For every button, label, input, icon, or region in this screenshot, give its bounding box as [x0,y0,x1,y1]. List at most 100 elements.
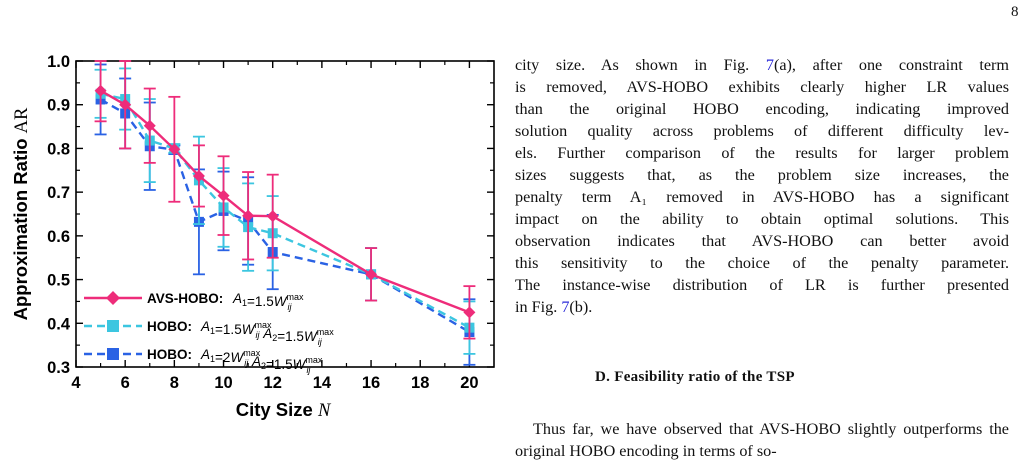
body-line: solution quality across problems of diff… [515,122,1009,140]
approximation-ratio-chart: 4 6 8 10 12 14 16 18 200.30.40.50.60.70.80.91.0 … [10,53,495,421]
legend-marker [106,291,120,305]
formula-num: 5 [266,294,274,309]
formula-sup: max [254,320,272,330]
x-tick-label: 12 [264,374,282,392]
legend-marker [107,348,119,360]
formula-var: A [262,326,272,341]
x-axis-label: City Size N [236,399,332,421]
formula-var: W [274,294,288,309]
formula-var: A [232,291,242,306]
formula-var: W [304,329,318,344]
data-point [217,189,230,202]
body-paragraph-2: Thus far, we have observed that AVS-HOBO… [515,420,1009,460]
figure-reference-link[interactable]: 7 [561,298,570,316]
formula-num: 5 [285,357,293,372]
formula-sup: max [305,355,323,365]
formula-text: = [215,350,223,365]
data-point [143,119,156,132]
body-line: penalty term A₁ removed in AVS-HOBO has … [515,188,1009,206]
y-tick-label: 0.8 [47,140,70,158]
formula-sub: 1 [242,298,247,308]
formula-text: =1. [266,357,285,372]
series-0 [94,60,476,340]
y-tick-label: 0.9 [47,97,70,115]
x-tick-label: 20 [460,374,478,392]
legend-label: HOBO: [147,347,192,362]
y-tick-label: 0.3 [47,359,70,377]
formula-var: W [293,357,307,372]
formula-var: W [230,350,244,365]
formula-num: 5 [296,329,304,344]
body-paragraph-1: city size. As shown in Fig. 7(a), after … [515,54,1009,318]
formula-num: 5 [234,322,242,337]
data-point [119,98,132,111]
formula-sub: ij [318,337,323,347]
legend-formula: A1=1.5Wmax ij A2=1.5Wmax ij [200,319,334,347]
formula-sub: ij [244,358,249,368]
formula-sup: max [243,348,261,358]
body-line: sizes suggests that, as the problem size… [515,166,1009,184]
series-line [100,92,470,329]
legend-label: AVS-HOBO: [147,291,223,306]
series-line [99,98,471,334]
series-line [99,89,470,314]
formula-var: A [251,354,261,369]
data-point [266,210,279,223]
legend-formula: A1=1.5Wmax ij [232,291,304,312]
formula-sup: max [286,292,304,302]
formula-sup: max [317,327,335,337]
x-tick-label: 4 [71,374,81,392]
formula-sub: ij [255,330,260,340]
legend-formula: A1=2Wmax ij A2=1.5Wmax ij [200,347,323,375]
x-tick-label: 14 [313,374,332,392]
data-point [94,84,107,97]
y-tick-label: 1.0 [47,53,70,71]
body-line: The instance-wise distribution of LR is … [515,276,1009,294]
formula-sub: 1 [210,326,215,336]
legend-label: HOBO: [147,319,192,334]
formula-sub: ij [306,365,311,375]
formula-var: A [200,319,210,334]
formula-num: 2 [223,350,231,365]
series-1 [94,67,476,355]
body-line: impact on the ability to obtain optimal … [515,210,1009,228]
section-heading: D. Feasibility ratio of the TSP [595,369,795,385]
data-point [463,306,476,319]
x-tick-label: 16 [362,374,380,392]
body-line: is removed, AVS-HOBO exhibits clearly hi… [515,78,1009,96]
data-point [365,268,378,281]
formula-sub: ij [287,302,292,312]
y-tick-label: 0.5 [47,272,70,290]
legend-marker [107,320,119,332]
data-point [242,209,255,222]
x-tick-label: 6 [121,374,130,392]
x-axis-label-text: City Size [236,399,318,420]
body-line: this sensitivity to the choice of the pe… [515,254,1009,272]
chart-axes: 4 6 8 10 12 14 16 18 200.30.40.50.60.70.80.91.0 [47,53,495,392]
x-tick-label: 18 [411,374,429,392]
formula-text: =1. [215,322,234,337]
body-line: observation indicates that AVS-HOBO can … [515,232,1009,250]
body-line: els. Further comparison of the results f… [515,144,1009,162]
y-tick-label: 0.6 [47,228,70,246]
page-number: 8 [1011,4,1019,20]
plot-frame [75,60,495,368]
y-tick-label: 0.7 [47,184,70,202]
formula-text: =1. [277,329,296,344]
x-tick-label: 10 [214,374,232,392]
figure-reference-link[interactable]: 7 [765,56,774,74]
chart-series [94,60,476,366]
formula-sub: 1 [210,354,215,364]
y-axis-label: Approximation Ratio AR [10,107,32,320]
formula-text: =1. [247,294,266,309]
formula-var: A [200,347,210,362]
body-line: in Fig. 7(b). [515,298,593,316]
formula-var: W [242,322,256,337]
x-tick-label: 8 [170,374,179,392]
data-point [192,169,205,182]
y-axis-label-var: AR [12,107,32,133]
data-point [168,143,181,156]
body-line: city size. As shown in Fig. 7(a), after … [515,56,1009,74]
formula-sub: 2 [272,333,277,343]
